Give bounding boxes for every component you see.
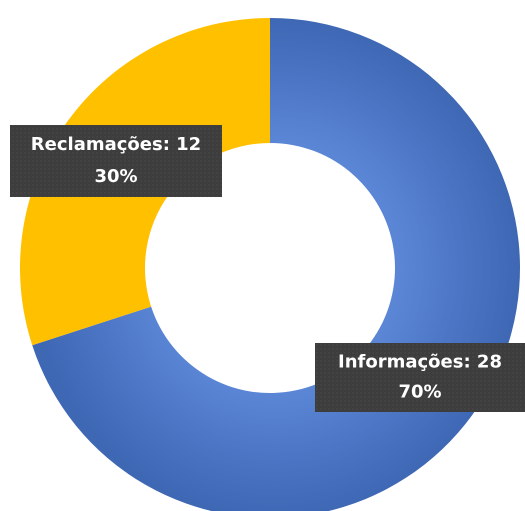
label-box [315, 343, 525, 412]
data-label: Reclamações: 12 [31, 134, 201, 155]
percent-label: 70% [398, 382, 441, 403]
data-label: Informações: 28 [338, 351, 502, 372]
percent-label: 30% [94, 166, 137, 187]
label-box [10, 125, 222, 197]
